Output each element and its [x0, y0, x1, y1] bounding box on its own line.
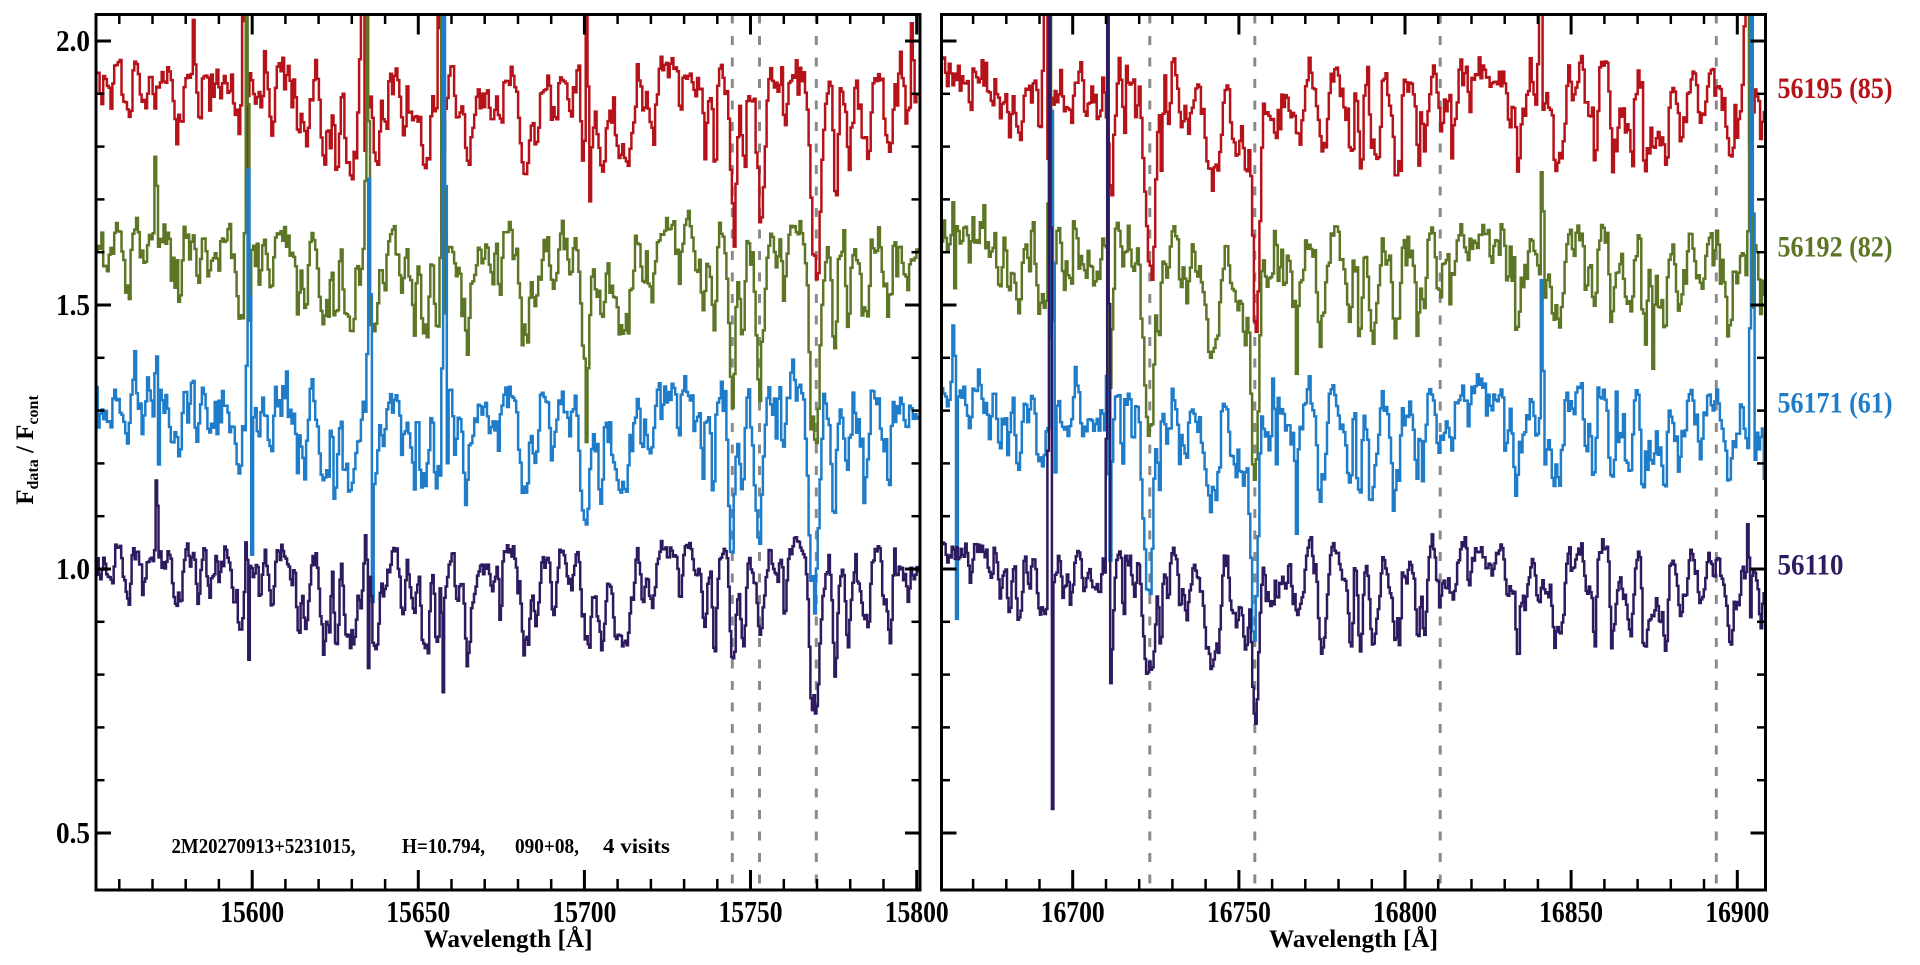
svg-text:1.0: 1.0	[56, 551, 90, 586]
svg-text:16900: 16900	[1705, 894, 1769, 929]
svg-text:56195 (85): 56195 (85)	[1778, 72, 1893, 105]
svg-text:15750: 15750	[719, 894, 783, 929]
svg-text:56171 (61): 56171 (61)	[1778, 387, 1893, 420]
svg-text:56110: 56110	[1778, 549, 1844, 582]
svg-text:16800: 16800	[1373, 894, 1437, 929]
svg-text:0.5: 0.5	[56, 815, 90, 850]
svg-text:16850: 16850	[1539, 894, 1603, 929]
svg-text:090+08,: 090+08,	[515, 834, 579, 858]
svg-text:15700: 15700	[552, 894, 616, 929]
svg-text:15600: 15600	[220, 894, 284, 929]
svg-text:1.5: 1.5	[56, 287, 90, 322]
svg-text:Wavelength [Å]: Wavelength [Å]	[1269, 925, 1438, 953]
svg-text:4 visits: 4 visits	[603, 834, 670, 858]
svg-text:2.0: 2.0	[56, 23, 90, 58]
svg-text:16700: 16700	[1041, 894, 1105, 929]
svg-text:Wavelength [Å]: Wavelength [Å]	[424, 925, 593, 953]
svg-text:15650: 15650	[386, 894, 450, 929]
svg-text:H=10.794,: H=10.794,	[402, 834, 485, 858]
svg-text:16750: 16750	[1207, 894, 1271, 929]
svg-text:15800: 15800	[885, 894, 949, 929]
svg-text:2M20270913+5231015,: 2M20270913+5231015,	[172, 834, 356, 858]
svg-text:56192 (82): 56192 (82)	[1778, 231, 1893, 264]
